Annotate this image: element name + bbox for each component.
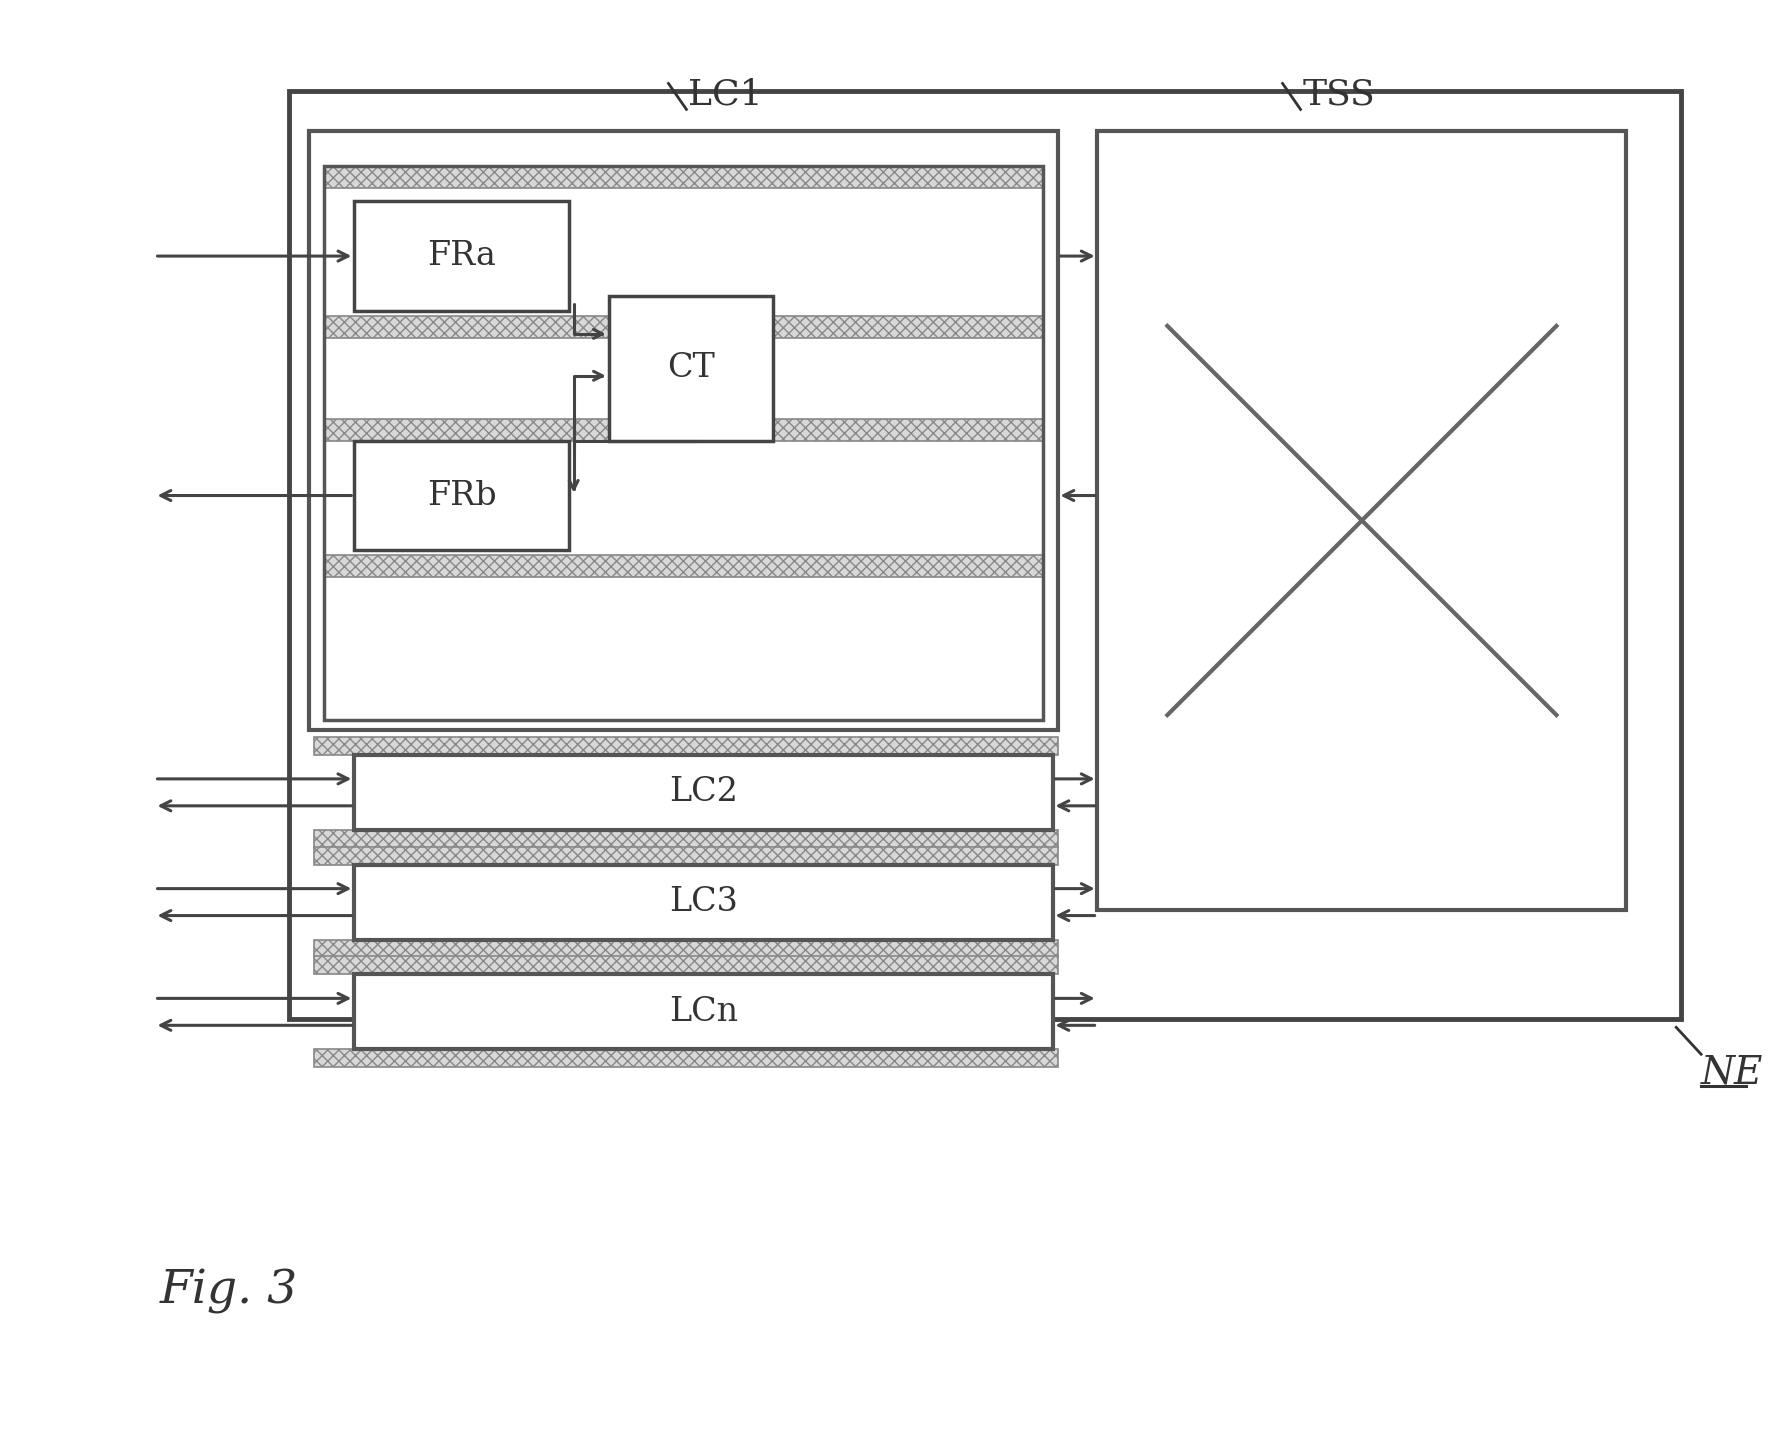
Bar — [355, 755, 1053, 829]
Text: CT: CT — [667, 352, 715, 384]
Bar — [325, 166, 1042, 188]
Text: LC3: LC3 — [669, 886, 738, 918]
Bar — [609, 295, 774, 441]
Bar — [355, 201, 568, 311]
Text: LC1: LC1 — [689, 77, 763, 112]
Bar — [309, 131, 1058, 730]
Text: Fig. 3: Fig. 3 — [160, 1269, 298, 1314]
Bar — [355, 864, 1053, 940]
Text: NE: NE — [1700, 1055, 1764, 1091]
Bar — [289, 92, 1681, 1020]
Bar — [314, 829, 1058, 848]
Text: LCn: LCn — [669, 995, 738, 1027]
Bar — [314, 1049, 1058, 1067]
Text: LC2: LC2 — [669, 777, 738, 809]
Bar — [314, 940, 1058, 957]
Bar — [325, 419, 1042, 441]
Bar — [314, 956, 1058, 975]
Bar — [325, 556, 1042, 578]
Bar — [1097, 131, 1626, 909]
Bar — [314, 738, 1058, 755]
Bar — [314, 847, 1058, 864]
Text: FRb: FRb — [426, 480, 497, 512]
Bar — [325, 316, 1042, 338]
Bar — [355, 441, 568, 550]
Text: TSS: TSS — [1303, 77, 1376, 112]
Bar — [355, 975, 1053, 1049]
Text: FRa: FRa — [428, 240, 495, 272]
Bar — [325, 166, 1042, 720]
